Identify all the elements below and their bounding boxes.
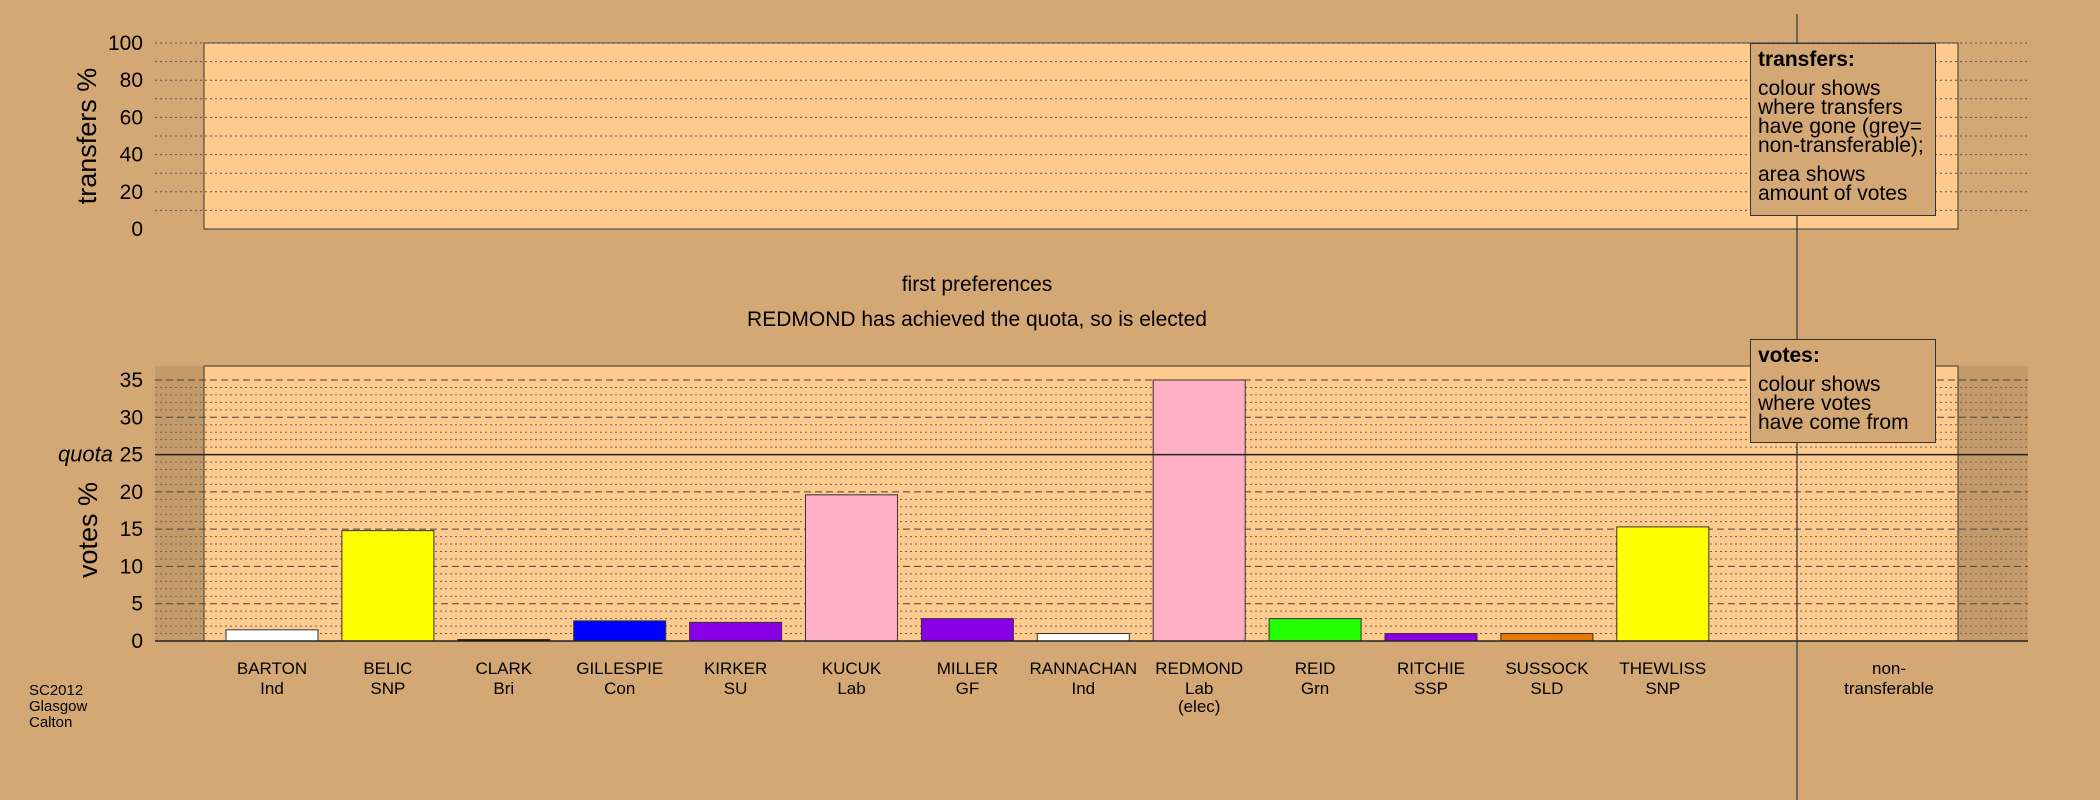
transfers-legend-line: have gone (grey= <box>1758 115 1923 138</box>
bar-kirker <box>689 621 783 642</box>
category-name-label: RANNACHAN <box>1029 659 1137 678</box>
votes-legend-line: have come from <box>1758 411 1909 434</box>
category-party-label: SNP <box>1645 679 1680 698</box>
votes-y-tick-label: 5 <box>131 593 143 616</box>
transfers-y-tick-label: 80 <box>120 69 143 92</box>
transfers-legend-line: area shows <box>1758 163 1866 186</box>
transfers-y-axis-label: transfers % <box>72 68 102 205</box>
transfers-y-tick-label: 100 <box>108 32 143 55</box>
category-party-label: Lab <box>837 679 865 698</box>
category-name-label: THEWLISS <box>1619 659 1706 678</box>
category-name-label: REID <box>1295 659 1336 678</box>
category-name-label: BARTON <box>237 659 307 678</box>
category-name-label: RITCHIE <box>1397 659 1465 678</box>
category-party-label: Lab <box>1185 679 1213 698</box>
votes-y-tick-label: 0 <box>131 630 143 653</box>
votes-legend: votes: colour shows where votes have com… <box>1750 339 1936 443</box>
votes-y-tick-label: 10 <box>120 555 143 578</box>
category-party-label: Ind <box>1071 679 1095 698</box>
category-party-label: GF <box>956 679 980 698</box>
nontransferable-label: transferable <box>1844 679 1934 698</box>
bar-miller <box>920 618 1014 642</box>
footer-line: Glasgow <box>29 698 88 715</box>
footer-line: Calton <box>29 714 73 731</box>
bar-reid <box>1268 618 1362 642</box>
bar-sussock <box>1500 633 1594 642</box>
transfers-y-tick-label: 40 <box>120 144 143 167</box>
category-party-label: Grn <box>1301 679 1329 698</box>
category-party-label: SLD <box>1530 679 1563 698</box>
bar-ritchie <box>1384 633 1478 642</box>
bar-gillespie <box>573 620 667 642</box>
transfers-legend: transfers: colour shows where transfers … <box>1750 43 1936 216</box>
category-name-label: REDMOND <box>1155 659 1243 678</box>
category-party-label: Bri <box>493 679 514 698</box>
votes-legend-title: votes: <box>1758 344 1820 367</box>
category-party-label: Con <box>604 679 635 698</box>
bar-belic <box>341 530 435 642</box>
category-party-label: SU <box>724 679 748 698</box>
category-name-label: KUCUK <box>822 659 882 678</box>
category-name-label: BELIC <box>363 659 412 678</box>
votes-legend-line: where votes <box>1758 392 1872 415</box>
category-party-label: SNP <box>370 679 405 698</box>
category-party-label: SSP <box>1414 679 1448 698</box>
votes-y-axis-label: votes % <box>73 482 103 578</box>
chart-title: first preferences <box>902 273 1053 296</box>
chart-subtitle: REDMOND has achieved the quota, so is el… <box>747 308 1207 331</box>
transfers-y-tick-label: 0 <box>131 218 143 241</box>
category-name-label: CLARK <box>475 659 532 678</box>
votes-side-shading-right <box>1958 366 2028 641</box>
votes-legend-line: colour shows <box>1758 373 1881 396</box>
votes-y-tick-label: 15 <box>120 518 143 541</box>
votes-side-shading-left <box>155 366 204 641</box>
transfers-legend-line: amount of votes <box>1758 182 1908 205</box>
nontransferable-label: non- <box>1872 659 1906 678</box>
category-name-label: MILLER <box>937 659 998 678</box>
footer-line: SC2012 <box>29 682 84 699</box>
votes-y-tick-label: 35 <box>120 369 143 392</box>
transfers-y-tick-label: 60 <box>120 106 143 129</box>
category-name-label: SUSSOCK <box>1505 659 1589 678</box>
bar-thewliss <box>1616 526 1710 642</box>
bar-rannachan <box>1036 633 1130 642</box>
transfers-legend-title: transfers: <box>1758 48 1855 71</box>
transfers-legend-line: where transfers <box>1758 96 1903 119</box>
category-name-label: KIRKER <box>704 659 767 678</box>
votes-y-tick-label: 25 <box>120 444 143 467</box>
transfers-legend-line: colour shows <box>1758 77 1881 100</box>
bar-redmond <box>1152 379 1246 642</box>
quota-label: quota <box>58 442 113 467</box>
bar-barton <box>225 629 319 642</box>
votes-y-tick-label: 30 <box>120 406 143 429</box>
transfers-legend-line: non-transferable); <box>1758 134 1924 157</box>
bar-kucuk <box>805 494 898 642</box>
category-name-label: GILLESPIE <box>576 659 663 678</box>
transfers-y-tick-label: 20 <box>120 181 143 204</box>
category-party-label: Ind <box>260 679 284 698</box>
votes-y-tick-label: 20 <box>120 481 143 504</box>
category-extra-label: (elec) <box>1178 697 1221 716</box>
footer-label: SC2012 Glasgow Calton <box>29 683 87 731</box>
